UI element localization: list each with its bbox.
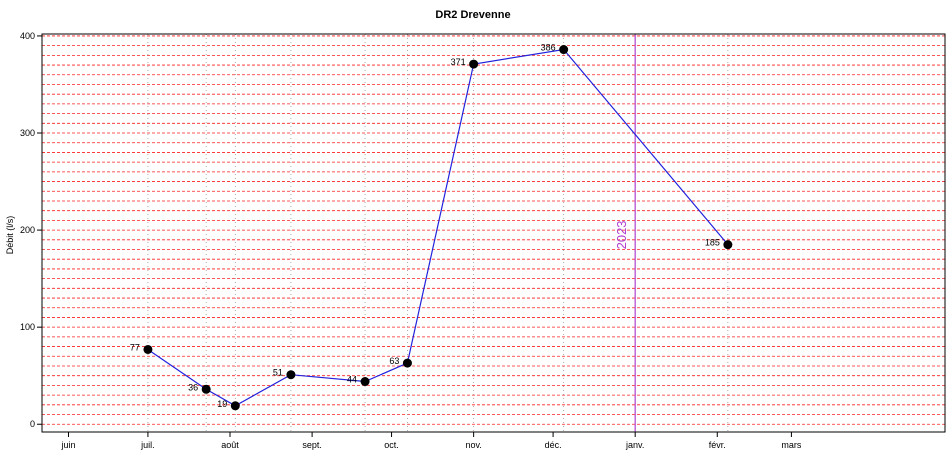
chart-title: DR2 Drevenne bbox=[435, 9, 510, 21]
data-label: 36 bbox=[188, 382, 198, 392]
x-tick-label: août bbox=[221, 440, 239, 450]
y-tick-label: 100 bbox=[20, 322, 35, 332]
data-point bbox=[559, 45, 569, 55]
series-line bbox=[147, 48, 729, 407]
year-marker: 2023 bbox=[614, 34, 636, 432]
data-label: 185 bbox=[705, 238, 720, 248]
data-label: 386 bbox=[541, 43, 556, 53]
year-marker-label: 2023 bbox=[614, 220, 629, 249]
data-point bbox=[360, 377, 370, 387]
x-tick-label: sept. bbox=[302, 440, 322, 450]
data-point bbox=[143, 344, 153, 354]
x-tick-label: févr. bbox=[709, 440, 726, 450]
y-tick-label: 200 bbox=[20, 225, 35, 235]
data-point bbox=[201, 384, 211, 394]
y-tick-label: 0 bbox=[30, 419, 35, 429]
x-tick-label: janv. bbox=[625, 440, 644, 450]
data-point bbox=[402, 358, 412, 368]
data-label: 371 bbox=[451, 57, 466, 67]
data-point bbox=[286, 370, 296, 380]
x-tick-label: déc. bbox=[545, 440, 562, 450]
y-tick-label: 300 bbox=[20, 128, 35, 138]
data-point bbox=[469, 59, 479, 69]
x-tick-label: nov. bbox=[465, 440, 481, 450]
y-axis-label: Débit (l/s) bbox=[5, 216, 15, 255]
data-series: 77 36 19 51 44 63 371 386 185 bbox=[130, 43, 733, 411]
x-tick-label: oct. bbox=[384, 440, 399, 450]
axes: 0 100 200 300 400 juin juil. août sept. oct. nov. d… bbox=[20, 31, 802, 450]
data-label: 19 bbox=[217, 399, 227, 409]
x-tick-label: juil. bbox=[140, 440, 155, 450]
data-point bbox=[230, 401, 240, 411]
grid-lines bbox=[42, 34, 945, 432]
data-label: 51 bbox=[273, 368, 283, 378]
x-tick-label: mars bbox=[781, 440, 801, 450]
x-tick-label: juin bbox=[60, 440, 75, 450]
plot-frame bbox=[41, 33, 946, 433]
data-point bbox=[723, 240, 733, 250]
data-label: 77 bbox=[130, 342, 140, 352]
y-tick-label: 400 bbox=[20, 31, 35, 41]
data-label: 63 bbox=[389, 356, 399, 366]
data-label: 44 bbox=[347, 375, 357, 385]
